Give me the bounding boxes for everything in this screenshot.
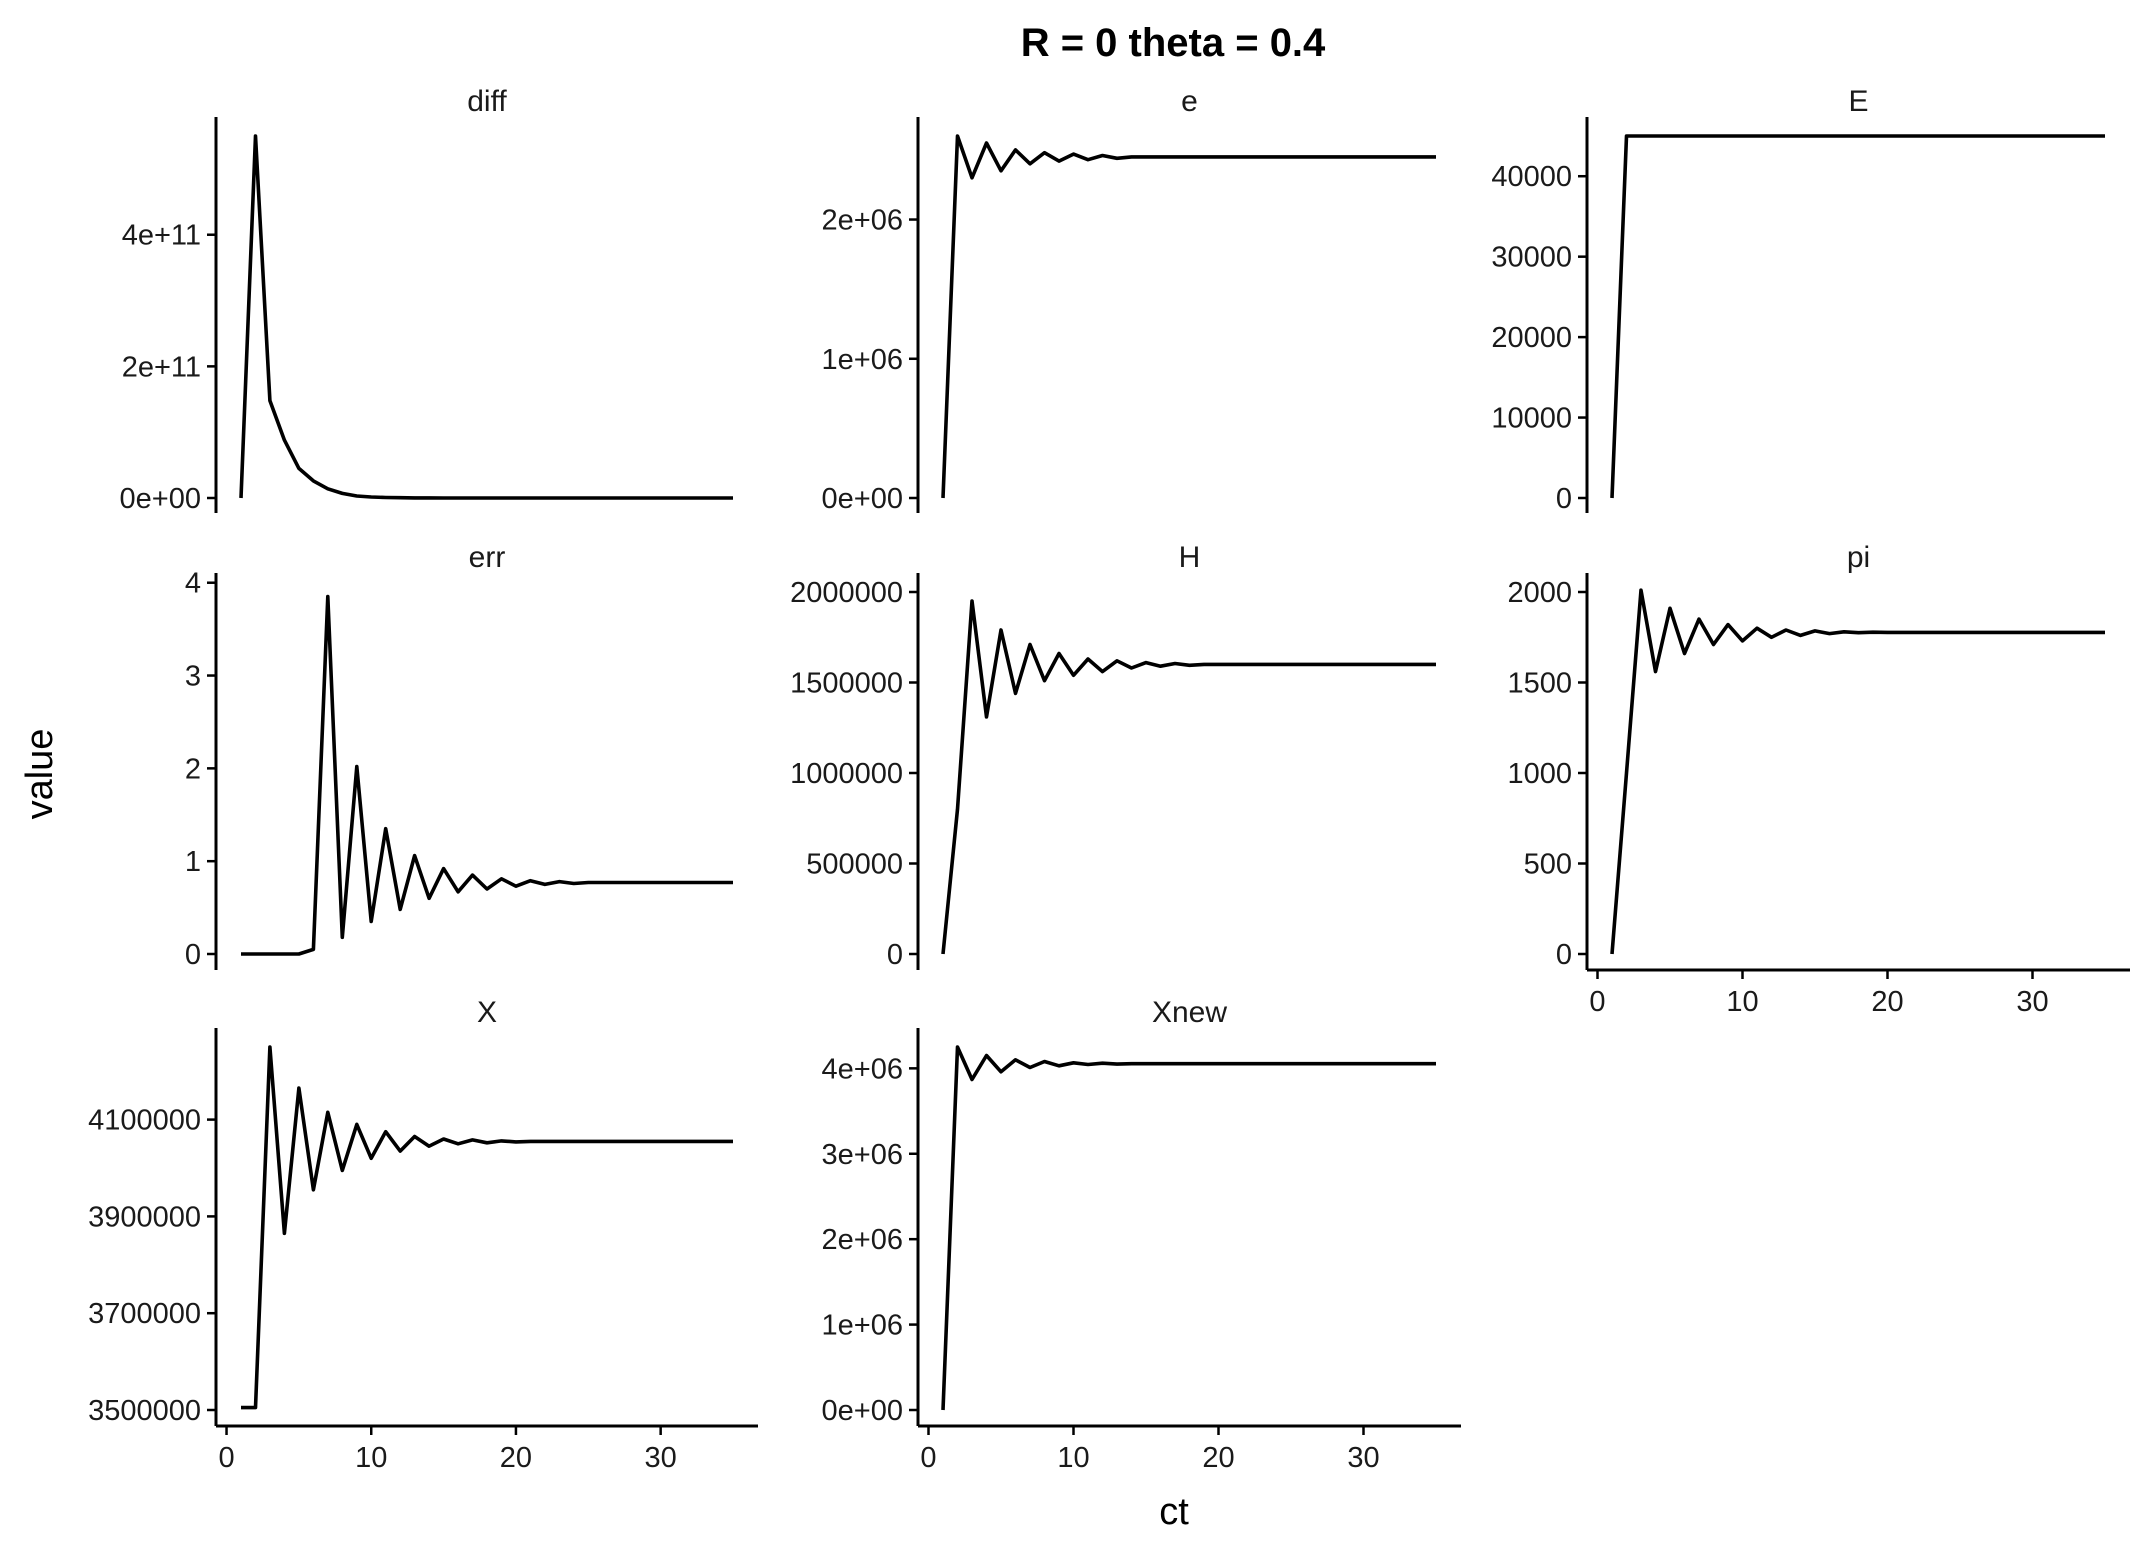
series-line-e — [941, 134, 1436, 499]
x-tick-label-pi-1: 10 — [1726, 986, 1758, 1018]
y-tick-label-xnew-1: 1e+06 — [822, 1310, 903, 1342]
strip-label-xnew: Xnew — [1152, 996, 1227, 1029]
y-tick-label-err-1: 1 — [185, 846, 201, 878]
y-tick-label-e-0: 0 — [1556, 483, 1572, 515]
y-tick-label-diff-2: 4e+11 — [122, 220, 201, 252]
y-tick-label-h-4: 2000000 — [790, 577, 903, 609]
y-tick-label-diff-0: 0e+00 — [120, 483, 201, 515]
strip-label-e: e — [1181, 85, 1198, 118]
y-tick-label-x-2: 3900000 — [88, 1201, 201, 1233]
x-tick-label-xnew-2: 20 — [1202, 1442, 1234, 1474]
y-tick-label-xnew-4: 4e+06 — [822, 1053, 903, 1085]
y-tick-label-e-4: 40000 — [1491, 161, 1572, 193]
panel-x: X 3500000 3700000 3900000 4100000 0 10 20 30 — [88, 996, 758, 1474]
x-tick-label-xnew-1: 10 — [1057, 1442, 1089, 1474]
panel-diff: diff 0e+00 2e+11 4e+11 — [120, 85, 733, 515]
panel-e: e 0e+00 1e+06 2e+06 — [822, 85, 1436, 515]
y-tick-label-pi-4: 2000 — [1507, 577, 1572, 609]
x-tick-label-x-2: 20 — [500, 1442, 532, 1474]
series-line-err — [241, 594, 733, 956]
panel-e: E 0 10000 20000 30000 40000 — [1491, 85, 2105, 515]
x-tick-label-xnew-3: 30 — [1347, 1442, 1379, 1474]
series-line-pi — [1610, 588, 2105, 955]
facet-panels: diff0e+002e+114e+11e0e+001e+062e+06E0100… — [88, 85, 2130, 1474]
y-tick-label-x-1: 3700000 — [88, 1298, 201, 1330]
x-tick-label-pi-3: 30 — [2016, 986, 2048, 1018]
x-tick-label-x-3: 30 — [645, 1442, 677, 1474]
y-axis-title: value — [19, 729, 61, 820]
series-line-h — [941, 599, 1436, 955]
y-tick-label-xnew-2: 2e+06 — [822, 1224, 903, 1256]
strip-label-h: H — [1179, 541, 1201, 574]
y-tick-label-xnew-3: 3e+06 — [822, 1139, 903, 1171]
y-tick-label-x-0: 3500000 — [88, 1395, 201, 1427]
strip-label-x: X — [477, 996, 497, 1029]
y-tick-label-x-3: 4100000 — [88, 1105, 201, 1137]
strip-label-e: E — [1848, 85, 1868, 118]
panel-h: H 0 500000 1000000 1500000 2000000 — [790, 541, 1436, 971]
y-tick-label-h-0: 0 — [887, 939, 903, 971]
series-line-x — [241, 1045, 733, 1410]
series-line-xnew — [941, 1045, 1436, 1411]
x-axis-title: ct — [1159, 1491, 1189, 1533]
panel-pi: pi 0 500 1000 1500 2000 0 10 20 30 — [1507, 541, 2130, 1018]
y-tick-label-e-3: 30000 — [1491, 242, 1572, 274]
panel-xnew: Xnew 0e+00 1e+06 2e+06 3e+06 4e+06 0 10 20 30 — [822, 996, 1461, 1474]
strip-label-diff: diff — [467, 85, 507, 118]
y-tick-label-e-1: 1e+06 — [822, 344, 903, 376]
y-tick-label-e-2: 2e+06 — [822, 205, 903, 237]
panel-err: err 0 1 2 3 4 — [185, 541, 733, 971]
series-line-diff — [239, 134, 733, 500]
y-tick-label-e-2: 20000 — [1491, 322, 1572, 354]
y-tick-label-pi-1: 500 — [1524, 849, 1572, 881]
y-tick-label-pi-2: 1000 — [1507, 758, 1572, 790]
strip-label-err: err — [469, 541, 506, 574]
series-line-e — [1610, 134, 2105, 499]
y-tick-label-err-4: 4 — [185, 568, 201, 600]
x-tick-label-x-1: 10 — [355, 1442, 387, 1474]
x-tick-label-xnew-0: 0 — [920, 1442, 936, 1474]
y-tick-label-err-2: 2 — [185, 753, 201, 785]
y-tick-label-xnew-0: 0e+00 — [822, 1395, 903, 1427]
y-tick-label-h-2: 1000000 — [790, 758, 903, 790]
chart-title: R = 0 theta = 0.4 — [1021, 21, 1326, 65]
y-tick-label-e-0: 0e+00 — [822, 483, 903, 515]
y-tick-label-pi-3: 1500 — [1507, 668, 1572, 700]
y-tick-label-err-0: 0 — [185, 939, 201, 971]
y-tick-label-pi-0: 0 — [1556, 939, 1572, 971]
x-tick-label-x-0: 0 — [218, 1442, 234, 1474]
x-tick-label-pi-0: 0 — [1589, 986, 1605, 1018]
y-tick-label-diff-1: 2e+11 — [122, 351, 201, 383]
x-tick-label-pi-2: 20 — [1871, 986, 1903, 1018]
y-tick-label-h-3: 1500000 — [790, 668, 903, 700]
strip-label-pi: pi — [1847, 541, 1870, 574]
y-tick-label-e-1: 10000 — [1491, 403, 1572, 435]
y-tick-label-h-1: 500000 — [806, 849, 903, 881]
y-tick-label-err-3: 3 — [185, 661, 201, 693]
